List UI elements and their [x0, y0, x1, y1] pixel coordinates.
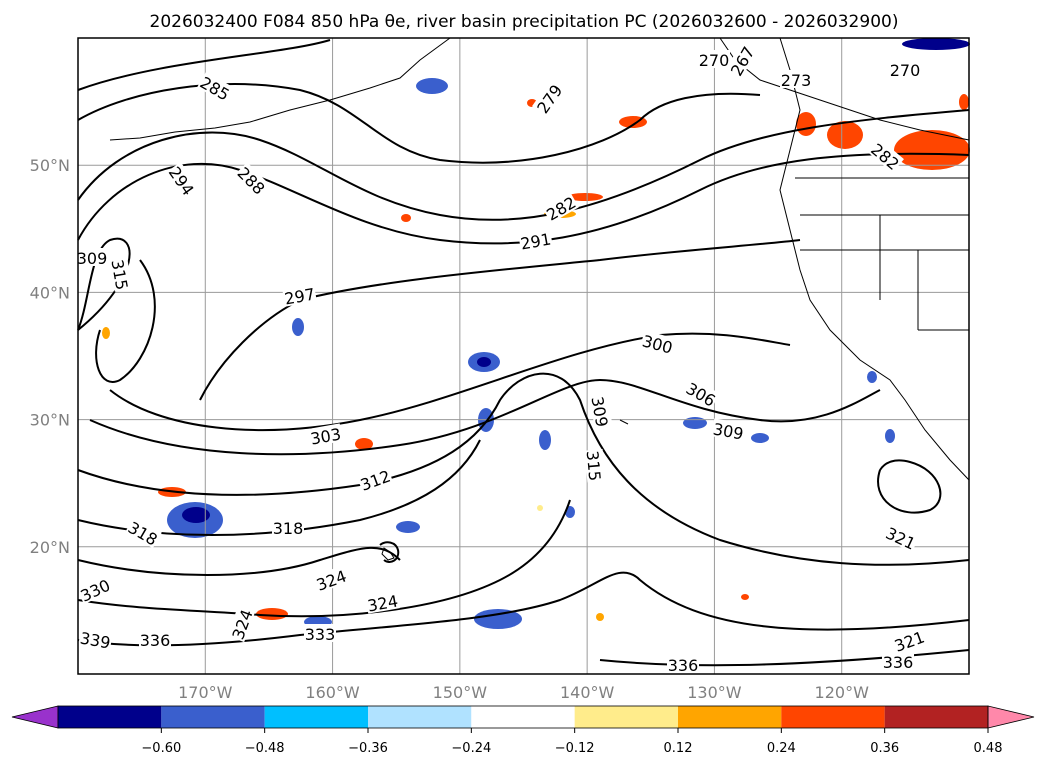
colorbar-extend-low	[11, 705, 59, 729]
contour-label-bg	[76, 574, 114, 605]
colorbar-tick-label: −0.60	[141, 741, 181, 756]
colorbar-segment	[574, 706, 678, 728]
lon-tick-label: 140°W	[560, 683, 615, 702]
lon-tick-label: 120°W	[815, 683, 870, 702]
contour-label-bg	[867, 138, 904, 173]
contour-label-bg	[365, 590, 400, 614]
lon-tick-label: 170°W	[178, 683, 233, 702]
colorbar-segment	[471, 706, 575, 728]
contour-label-bg	[882, 652, 914, 670]
contour-label-bg	[698, 50, 730, 68]
lat-tick-label: 30°N	[30, 411, 70, 430]
contour-label-bg	[234, 162, 270, 198]
colorbar-segment	[264, 706, 368, 728]
contour-label-bg	[227, 605, 256, 643]
contour-label: 309	[77, 249, 108, 268]
longitude-labels: 170°W 160°W 150°W 140°W 130°W 120°W	[178, 683, 869, 702]
chart-title: 2026032400 F084 850 hPa θe, river basin …	[150, 12, 899, 32]
contour-label-bg	[725, 42, 758, 79]
contour-label-bg	[76, 248, 108, 266]
contour-label: 333	[305, 625, 336, 644]
lon-tick-label: 150°W	[433, 683, 488, 702]
contour-label-bg	[589, 394, 613, 429]
contour-label-bg	[639, 330, 676, 356]
contour-label-bg	[683, 377, 720, 410]
contour-label-bg	[518, 228, 553, 252]
lat-tick-label: 40°N	[30, 283, 70, 302]
contour-label-bg	[882, 522, 920, 553]
colorbar-tick-label: −0.48	[245, 741, 285, 756]
contour-label-bg	[531, 80, 566, 117]
lat-tick-label: 20°N	[30, 538, 70, 557]
contour-label-bg	[889, 60, 921, 78]
contour-label: 270	[890, 61, 921, 80]
contour-label-bg	[125, 516, 162, 549]
contour-label-bg	[109, 257, 133, 292]
contour-label: 270	[699, 51, 730, 70]
contour-label: 336	[883, 653, 914, 672]
contour-label-bg	[780, 70, 812, 88]
colorbar-segment	[58, 706, 162, 728]
contour-label: 318	[273, 519, 304, 538]
contour-label-bg	[667, 655, 699, 673]
colorbar-tick-label: 0.36	[870, 741, 899, 756]
colorbar-extend-high	[987, 705, 1035, 729]
contour-label-bg	[282, 283, 317, 307]
colorbar: −0.60 −0.48 −0.36 −0.24 −0.12 0.12 0.24 0.36 0.4…	[11, 705, 1035, 756]
colorbar-tick-label: 0.12	[664, 741, 693, 756]
contour-label-bg	[308, 423, 343, 447]
colorbar-tick-label: −0.36	[348, 741, 388, 756]
contour-label-bg	[312, 565, 350, 594]
lon-tick-label: 160°W	[305, 683, 360, 702]
contour-label: 273	[781, 71, 812, 90]
contour-label-bg	[272, 518, 304, 536]
colorbar-tick-label: −0.12	[555, 741, 595, 756]
precip-anomaly-field	[102, 38, 970, 629]
colorbar-segment	[884, 706, 988, 728]
colorbar-outline	[57, 705, 989, 729]
contour-label: 336	[668, 656, 699, 675]
contour-label: 315	[583, 450, 605, 482]
contour-label-bg	[139, 630, 171, 648]
contour-label: 336	[140, 631, 171, 650]
colorbar-tick-label: −0.24	[451, 741, 491, 756]
contour-label-bg	[356, 465, 394, 494]
map-frame	[77, 37, 970, 675]
colorbar-tick-label: 0.48	[974, 741, 1003, 756]
contour-label-bg	[711, 418, 746, 442]
lat-tick-label: 50°N	[30, 156, 70, 175]
contour-label-bg	[78, 627, 113, 651]
lon-tick-label: 130°W	[687, 683, 742, 702]
contour-label-bg	[165, 162, 200, 199]
colorbar-segment	[368, 706, 472, 728]
contour-label-bg	[584, 449, 606, 483]
colorbar-tick-label: 0.24	[767, 741, 796, 756]
contour-label-bg	[304, 624, 336, 642]
theta-e-contours	[77, 39, 970, 667]
contour-label-bg	[890, 626, 928, 655]
colorbar-segment	[161, 706, 265, 728]
contour-label-bg	[542, 191, 579, 224]
colorbar-segment	[781, 706, 885, 728]
coastlines	[109, 37, 970, 561]
map-gridlines	[78, 38, 969, 674]
colorbar-segment	[678, 706, 782, 728]
latitude-labels: 50°N 40°N 30°N 20°N	[30, 156, 70, 557]
contour-label-bg	[197, 71, 234, 104]
